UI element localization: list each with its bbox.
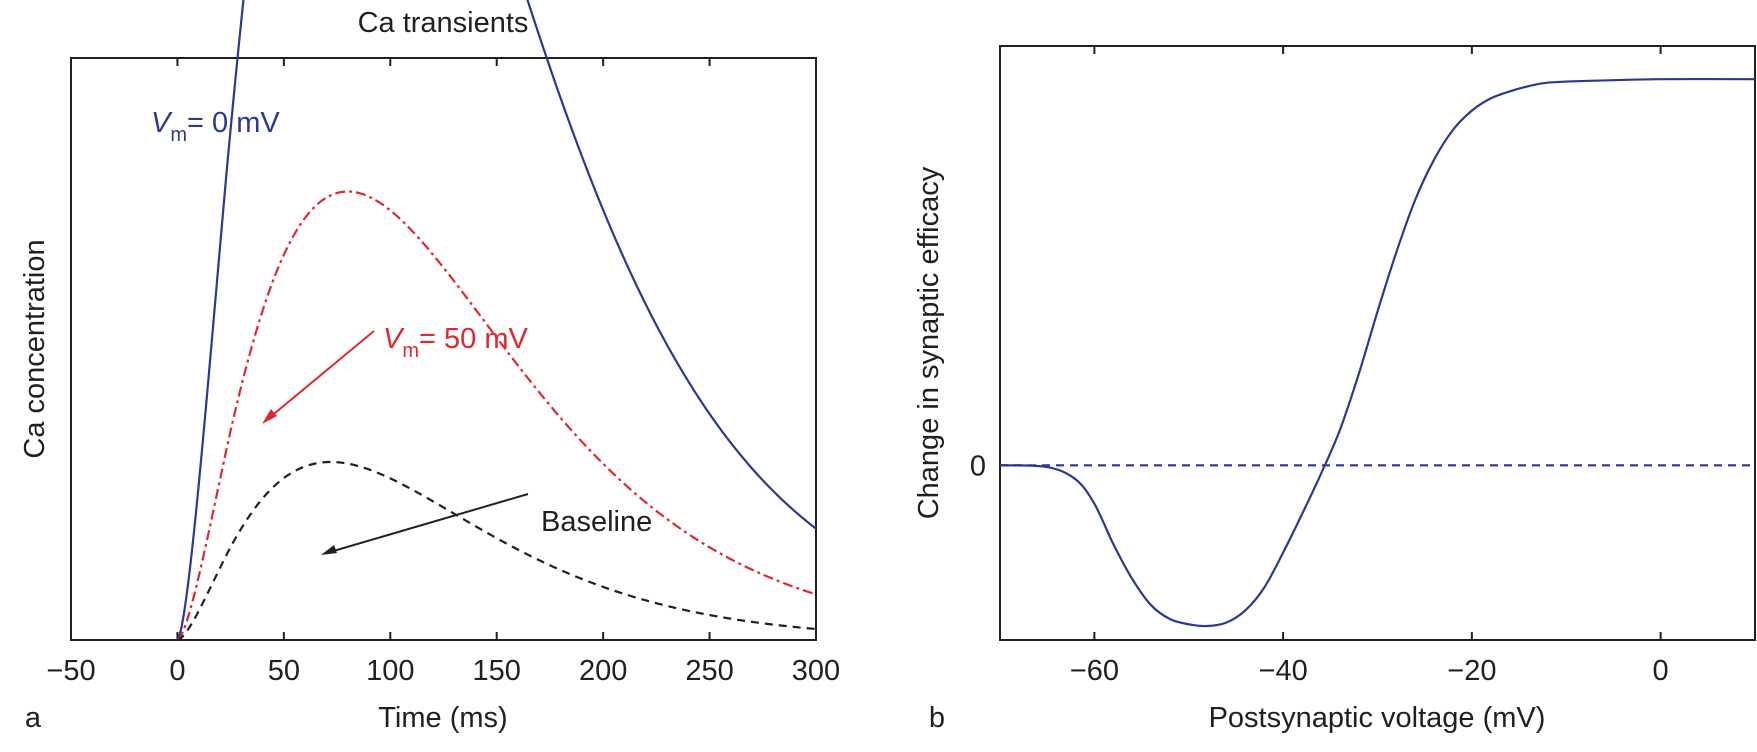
series-group [999,77,1756,628]
panel-a: Ca transients −50 0 50 100 150 200 250 300 Vm= … [19,0,840,734]
x-tick-label: −50 [46,655,95,687]
y-axis-label: Ca concentration [19,239,51,458]
series-group [176,0,817,642]
arrowhead-baseline [321,545,337,555]
x-ticks: −50 0 50 100 150 200 250 300 [46,58,840,687]
chart-title: Ca transients [358,7,529,39]
series-omega [999,77,1756,628]
series-vm-0-mv [176,0,817,641]
panel-label-a: a [25,702,42,734]
panel-label-b: b [929,702,945,734]
panel-b: −60 −40 −20 00 Change in synaptic efficacy … [913,45,1756,734]
ticks: −60 −40 −20 0 0 [970,46,1669,687]
annotation-vm0: Vm= 0 mV [151,107,280,146]
x-axis-label: Time (ms) [378,702,507,734]
x-tick-label: −20 [1447,655,1496,687]
arrow-baseline [329,493,529,553]
series-vm-50-mv [176,190,817,641]
x-tick-label: 250 [685,655,733,687]
x-tick-label: 200 [579,655,627,687]
x-tick-label: 50 [268,655,300,687]
annotation-vm50: Vm= 50 mV [383,323,528,362]
x-tick-label: −60 [1070,655,1119,687]
annotation-baseline: Baseline [541,506,652,538]
x-tick-label: −40 [1259,655,1308,687]
x-axis-label: Postsynaptic voltage (mV) [1209,702,1546,734]
plot-frame [70,57,817,641]
plot-frame [999,45,1756,641]
x-tick-label: 300 [792,655,840,687]
x-tick-label: 150 [473,655,521,687]
y-axis-label: Change in synaptic efficacy [913,166,945,519]
x-tick-label: 0 [169,655,185,687]
series-baseline [177,460,817,642]
arrowhead-vm50 [262,409,277,424]
arrow-vm50 [268,330,375,419]
x-tick-label: 100 [366,655,414,687]
x-tick-label: 0 [1653,655,1669,687]
y-tick-label: 0 [970,450,986,482]
